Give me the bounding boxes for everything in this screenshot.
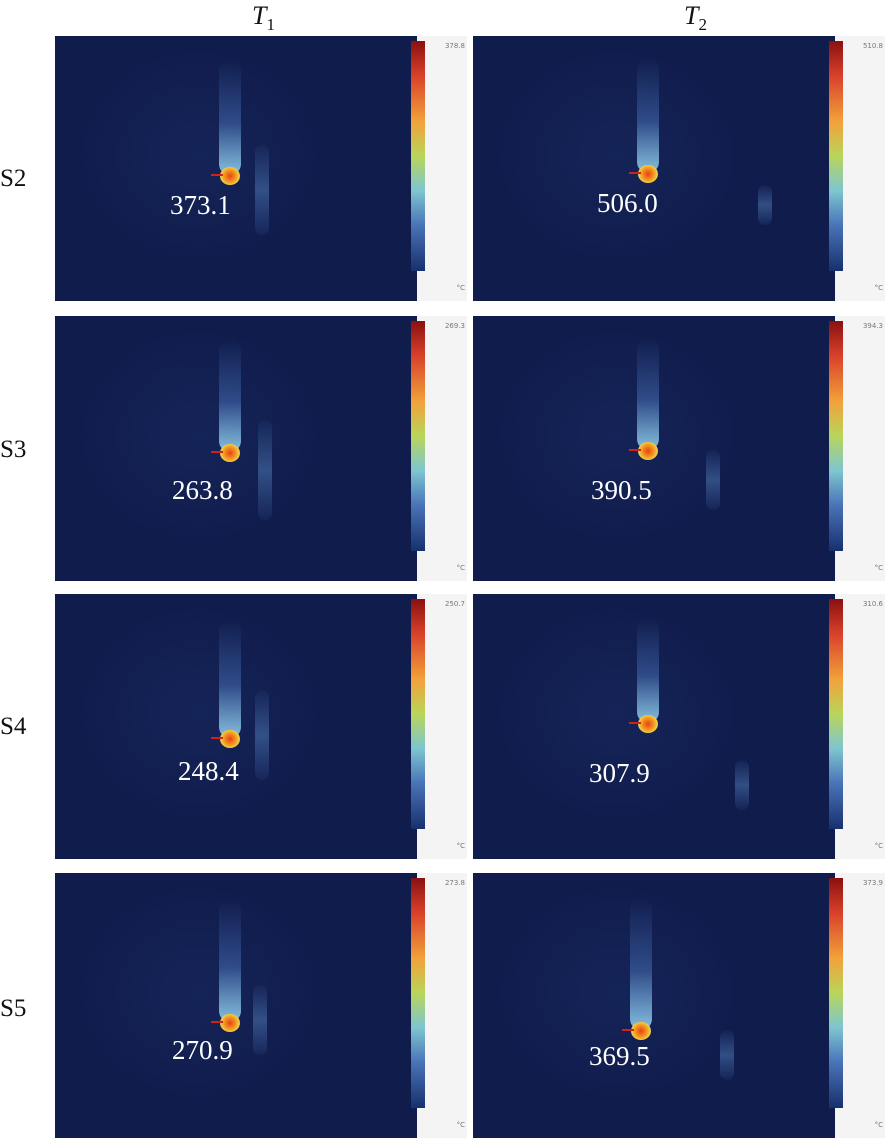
- hotspot: [220, 444, 240, 462]
- column-header-t2-letter: T: [684, 1, 699, 30]
- scale-unit-label: °C: [874, 284, 883, 292]
- scale-unit-label: °C: [874, 1121, 883, 1129]
- max-temperature-marker: [211, 1021, 223, 1023]
- thermal-field: [473, 873, 833, 1138]
- scale-unit-label: °C: [456, 842, 465, 850]
- max-temperature-marker: [629, 449, 641, 451]
- scale-max-label: 250.7: [444, 600, 465, 608]
- color-scale-bar: [411, 878, 425, 1108]
- hotspot: [220, 167, 240, 185]
- hotspot: [631, 1022, 651, 1040]
- thermal-panel-s2-t2: 510.8 °C: [473, 36, 885, 301]
- color-scale-background: [417, 594, 467, 859]
- max-temperature-value: 270.9: [172, 1035, 233, 1065]
- heat-plume: [219, 900, 241, 1022]
- max-temperature-marker: [622, 1029, 634, 1031]
- secondary-heat-stream: [735, 760, 749, 810]
- secondary-heat-stream: [720, 1030, 734, 1080]
- heat-plume: [637, 618, 659, 723]
- color-scale-bar: [829, 321, 843, 551]
- max-temperature-value: 373.1: [170, 190, 231, 220]
- scale-max-label: 510.8: [862, 42, 883, 50]
- color-scale-bar: [829, 878, 843, 1108]
- color-scale-background: [835, 873, 885, 1138]
- max-temperature-marker: [211, 174, 223, 176]
- color-scale-background: [417, 36, 467, 301]
- color-scale-background: [417, 873, 467, 1138]
- hotspot: [220, 1014, 240, 1032]
- hotspot: [638, 715, 658, 733]
- max-temperature-value: 307.9: [589, 758, 650, 788]
- heat-plume: [219, 60, 241, 175]
- color-scale-bar: [829, 599, 843, 829]
- max-temperature-value: 390.5: [591, 475, 652, 505]
- heat-plume: [630, 898, 652, 1030]
- color-scale-bar: [411, 599, 425, 829]
- scale-unit-label: °C: [874, 842, 883, 850]
- max-temperature-marker: [211, 451, 223, 453]
- scale-max-label: 373.9: [862, 879, 883, 887]
- row-label-s5: S5: [0, 995, 27, 1022]
- color-scale-bar: [411, 321, 425, 551]
- scale-unit-label: °C: [874, 564, 883, 572]
- scale-max-label: 310.6: [862, 600, 883, 608]
- hotspot: [638, 442, 658, 460]
- secondary-heat-stream: [258, 420, 272, 520]
- scale-unit-label: °C: [456, 284, 465, 292]
- color-scale-background: [417, 316, 467, 581]
- scale-max-label: 273.8: [444, 879, 465, 887]
- color-scale-bar: [829, 41, 843, 271]
- column-header-t1-letter: T: [252, 1, 267, 30]
- max-temperature-value: 369.5: [589, 1041, 650, 1071]
- column-header-t1-subscript: 1: [266, 15, 275, 35]
- thermal-panel-s4-t2: 310.6 °C: [473, 594, 885, 859]
- max-temperature-value: 263.8: [172, 475, 233, 505]
- color-scale-bar: [411, 41, 425, 271]
- thermal-panel-s3-t2: 394.3 °C: [473, 316, 885, 581]
- max-temperature-marker: [629, 172, 641, 174]
- column-header-t1: T1: [252, 2, 275, 39]
- scale-max-label: 378.8: [444, 42, 465, 50]
- heat-plume: [637, 338, 659, 450]
- max-temperature-marker: [629, 722, 641, 724]
- heat-plume: [219, 340, 241, 452]
- max-temperature-value: 506.0: [597, 188, 658, 218]
- max-temperature-marker: [211, 737, 223, 739]
- max-temperature-value: 248.4: [178, 756, 239, 786]
- row-label-s2: S2: [0, 165, 27, 192]
- scale-unit-label: °C: [456, 1121, 465, 1129]
- secondary-heat-stream: [255, 145, 269, 235]
- secondary-heat-stream: [255, 690, 269, 780]
- column-header-t2: T2: [684, 2, 707, 39]
- color-scale-background: [835, 36, 885, 301]
- scale-max-label: 394.3: [862, 322, 883, 330]
- secondary-heat-stream: [758, 185, 772, 225]
- scale-max-label: 269.3: [444, 322, 465, 330]
- thermal-panel-s5-t2: 373.9 °C: [473, 873, 885, 1138]
- row-label-s3: S3: [0, 436, 27, 463]
- heat-plume: [637, 58, 659, 173]
- heat-plume: [219, 620, 241, 738]
- color-scale-background: [835, 594, 885, 859]
- color-scale-background: [835, 316, 885, 581]
- secondary-heat-stream: [253, 985, 267, 1055]
- column-header-t2-subscript: 2: [698, 15, 707, 35]
- secondary-heat-stream: [706, 450, 720, 510]
- hotspot: [220, 730, 240, 748]
- scale-unit-label: °C: [456, 564, 465, 572]
- row-label-s4: S4: [0, 713, 27, 740]
- hotspot: [638, 165, 658, 183]
